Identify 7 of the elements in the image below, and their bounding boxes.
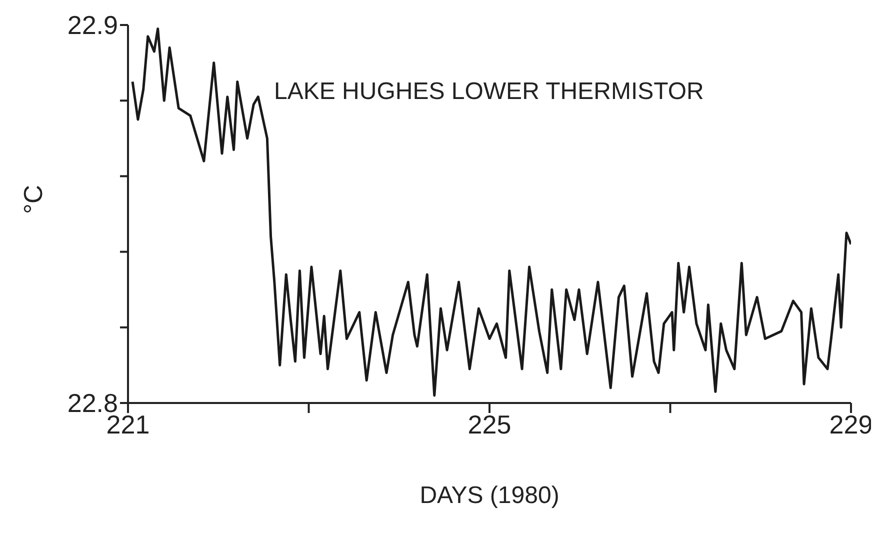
y-axis-title: °C <box>18 184 48 214</box>
line-series <box>131 28 851 397</box>
x-tick-label: 229 <box>829 409 873 440</box>
x-tick-label: 225 <box>468 409 512 440</box>
x-axis-title: DAYS (1980) <box>420 482 560 509</box>
text: LAKE HUGHES LOWER THERMISTOR <box>274 78 704 106</box>
y-tick-label: 22.9 <box>67 10 118 40</box>
